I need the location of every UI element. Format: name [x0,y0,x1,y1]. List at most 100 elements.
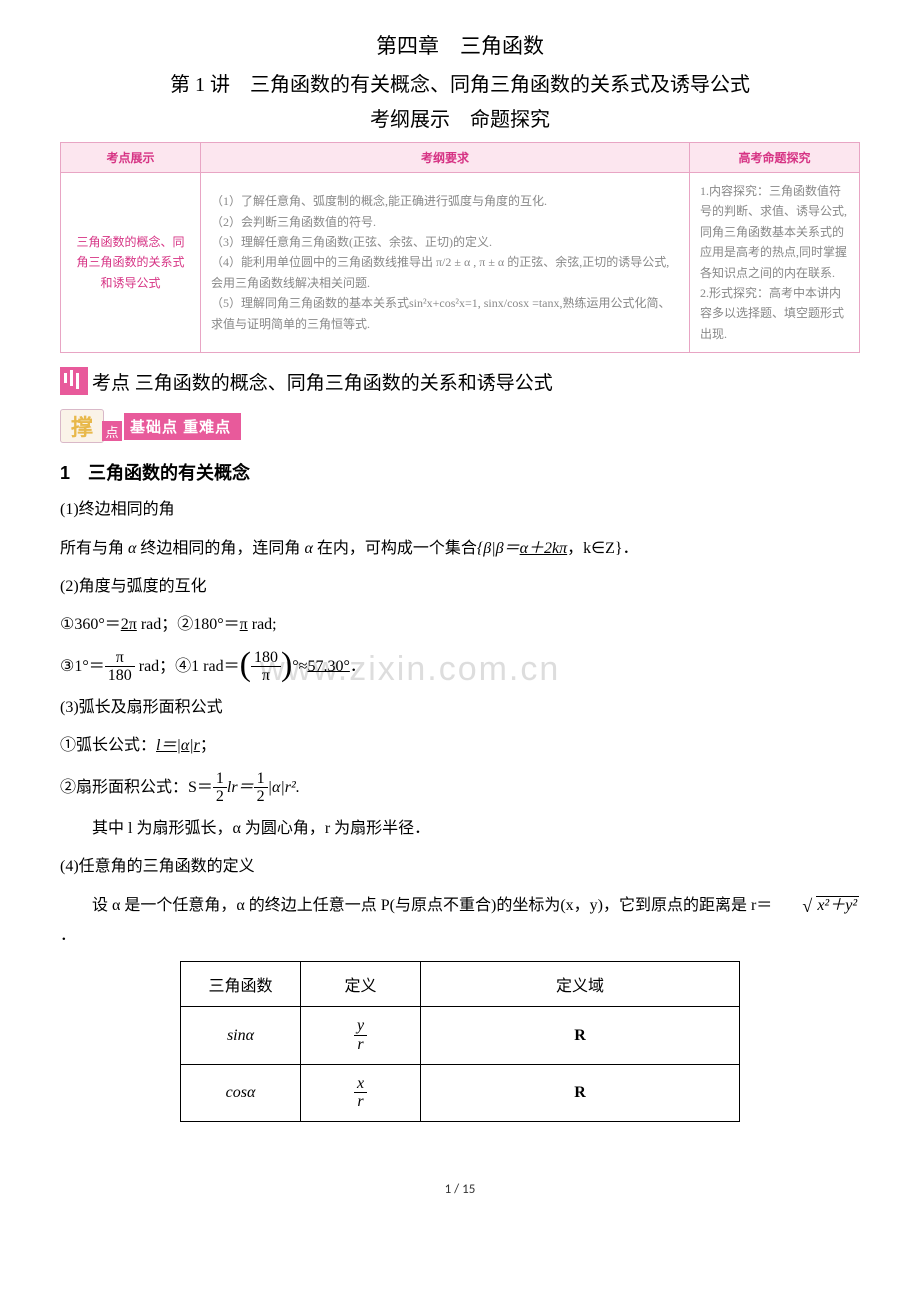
th-2: 考纲要求 [201,143,690,173]
sub-title: 考纲展示 命题探究 [60,103,860,132]
td-requirements: （1）了解任意角、弧度制的概念,能正确进行弧度与角度的互化. （2）会判断三角函… [201,173,690,353]
fraction: 12 [213,770,227,806]
set-close: ，k∈Z} [567,540,622,557]
paren-close: ) [281,646,292,683]
text: ②扇形面积公式：S＝ [60,778,213,795]
badge-text: 基础点 重难点 [124,413,241,440]
text: ③1°＝ [60,657,105,674]
td-fn: sinα [181,1007,301,1064]
table-row: 三角函数的概念、同角三角函数的关系式和诱导公式 （1）了解任意角、弧度制的概念,… [61,173,860,353]
th-fn: 三角函数 [181,962,301,1007]
fraction: 180π [251,649,281,685]
denominator: 2 [213,788,227,806]
text: rad; [248,616,277,633]
text: 所有与角 [60,540,128,557]
alpha: α [304,540,312,557]
fraction: π180 [105,649,135,685]
period: ． [60,927,76,944]
text: °≈ [292,657,307,674]
fraction: yr [354,1017,367,1053]
p4-body: 设 α 是一个任意角，α 的终边上任意一点 P(与原点不重合)的坐标为(x，y)… [60,891,860,952]
underline: 2π [121,616,137,633]
p1-body: 所有与角 α 终边相同的角，连同角 α 在内，可构成一个集合{β|β＝α＋2kπ… [60,534,860,564]
period: ． [623,540,639,557]
req-line: （2）会判断三角函数值的符号. [211,212,679,232]
exam-line: 1.内容探究：三角函数值符号的判断、求值、诱导公式,同角三角函数基本关系式的应用… [700,181,849,283]
denominator: 2 [254,788,268,806]
domain-text: R [574,1027,586,1044]
td-domain: R [421,1007,740,1064]
p3-line2: ②扇形面积公式：S＝12lr＝12|α|r². [60,770,860,806]
text: ①360°＝ [60,616,121,633]
th-3: 高考命题探究 [690,143,860,173]
numerator: 1 [254,770,268,789]
table-row: cosα xr R [181,1064,740,1121]
th-def: 定义 [301,962,421,1007]
domain-text: R [574,1084,586,1101]
td-def: yr [301,1007,421,1064]
numerator: x [354,1075,367,1094]
fn-name: cosα [226,1084,256,1101]
underline: π [240,616,248,633]
paren-open: ( [240,646,251,683]
kaodian-text: 考点 三角函数的概念、同角三角函数的关系和诱导公式 [92,368,553,395]
td-exam: 1.内容探究：三角函数值符号的判断、求值、诱导公式,同角三角函数基本关系式的应用… [690,173,860,353]
th-domain: 定义域 [421,962,740,1007]
p3-label: (3)弧长及扇形面积公式 [60,693,860,723]
req-line: （3）理解任意角三角函数(正弦、余弦、正切)的定义. [211,232,679,252]
fraction: 12 [254,770,268,806]
badge-dian: 点 [102,421,122,441]
underline: l＝|α|r [156,737,200,754]
req-line: （4）能利用单位圆中的三角函数线推导出 π/2 ± α , π ± α 的正弦、… [211,252,679,293]
th-1: 考点展示 [61,143,201,173]
text: rad；②180°＝ [137,616,240,633]
table-row: sinα yr R [181,1007,740,1064]
p2-label: (2)角度与弧度的互化 [60,572,860,602]
p3-line1: ①弧长公式：l＝|α|r； [60,731,860,761]
syllabus-table: 考点展示 考纲要求 高考命题探究 三角函数的概念、同角三角函数的关系式和诱导公式… [60,142,860,353]
p4-label: (4)任意角的三角函数的定义 [60,852,860,882]
text: 设 α 是一个任意角，α 的终边上任意一点 P(与原点不重合)的坐标为(x，y)… [92,897,772,914]
page-footer: 1 / 15 [60,1182,860,1197]
text: lr＝ [227,778,254,795]
exam-line: 2.形式探究：高考中本讲内容多以选择题、填空题形式出现. [700,283,849,344]
numerator: 1 [213,770,227,789]
set-open: {β|β＝ [477,540,520,557]
denominator: π [251,667,281,685]
td-fn: cosα [181,1064,301,1121]
td-topic: 三角函数的概念、同角三角函数的关系式和诱导公式 [61,173,201,353]
p3-line3: 其中 l 为扇形弧长，α 为圆心角，r 为扇形半径． [60,814,860,844]
req-line: （1）了解任意角、弧度制的概念,能正确进行弧度与角度的互化. [211,191,679,211]
numerator: π [105,649,135,668]
text: rad；④1 rad＝ [135,657,240,674]
p2-line1: ①360°＝2π rad；②180°＝π rad; [60,610,860,640]
semicolon: ； [200,737,216,754]
text: 在内，可构成一个集合 [313,540,477,557]
denominator: 180 [105,667,135,685]
fn-name: sinα [227,1027,254,1044]
text: |α|r². [268,778,300,795]
section-1-title: 1 三角函数的有关概念 [60,459,860,485]
fraction: xr [354,1075,367,1111]
kaodian-heading: 考点 三角函数的概念、同角三角函数的关系和诱导公式 [60,367,860,395]
td-domain: R [421,1064,740,1121]
p2-line2: ③1°＝π180 rad；④1 rad＝(180π)°≈57.30°． [60,649,860,685]
period: ． [350,657,366,674]
denominator: r [354,1093,367,1111]
text: ①弧长公式： [60,737,156,754]
set-underline: α＋2kπ [520,540,568,557]
sqrt: x²＋y² [772,891,859,921]
req-line: （5）理解同角三角函数的基本关系式sin²x+cos²x=1, sinx/cos… [211,293,679,334]
td-def: xr [301,1064,421,1121]
text: 终边相同的角，连同角 [136,540,304,557]
definition-table: 三角函数 定义 定义域 sinα yr R cosα xr R [180,961,740,1121]
p1-label: (1)终边相同的角 [60,495,860,525]
denominator: r [354,1036,367,1054]
underline: 57.30° [307,657,349,674]
radicand: x²＋y² [816,896,859,914]
chapter-title: 第四章 三角函数 [60,30,860,60]
numerator: y [354,1017,367,1036]
lecture-title: 第 1 讲 三角函数的有关概念、同角三角函数的关系式及诱导公式 [60,68,860,97]
numerator: 180 [251,649,281,668]
badge-box-icon: 撑 [60,409,104,443]
